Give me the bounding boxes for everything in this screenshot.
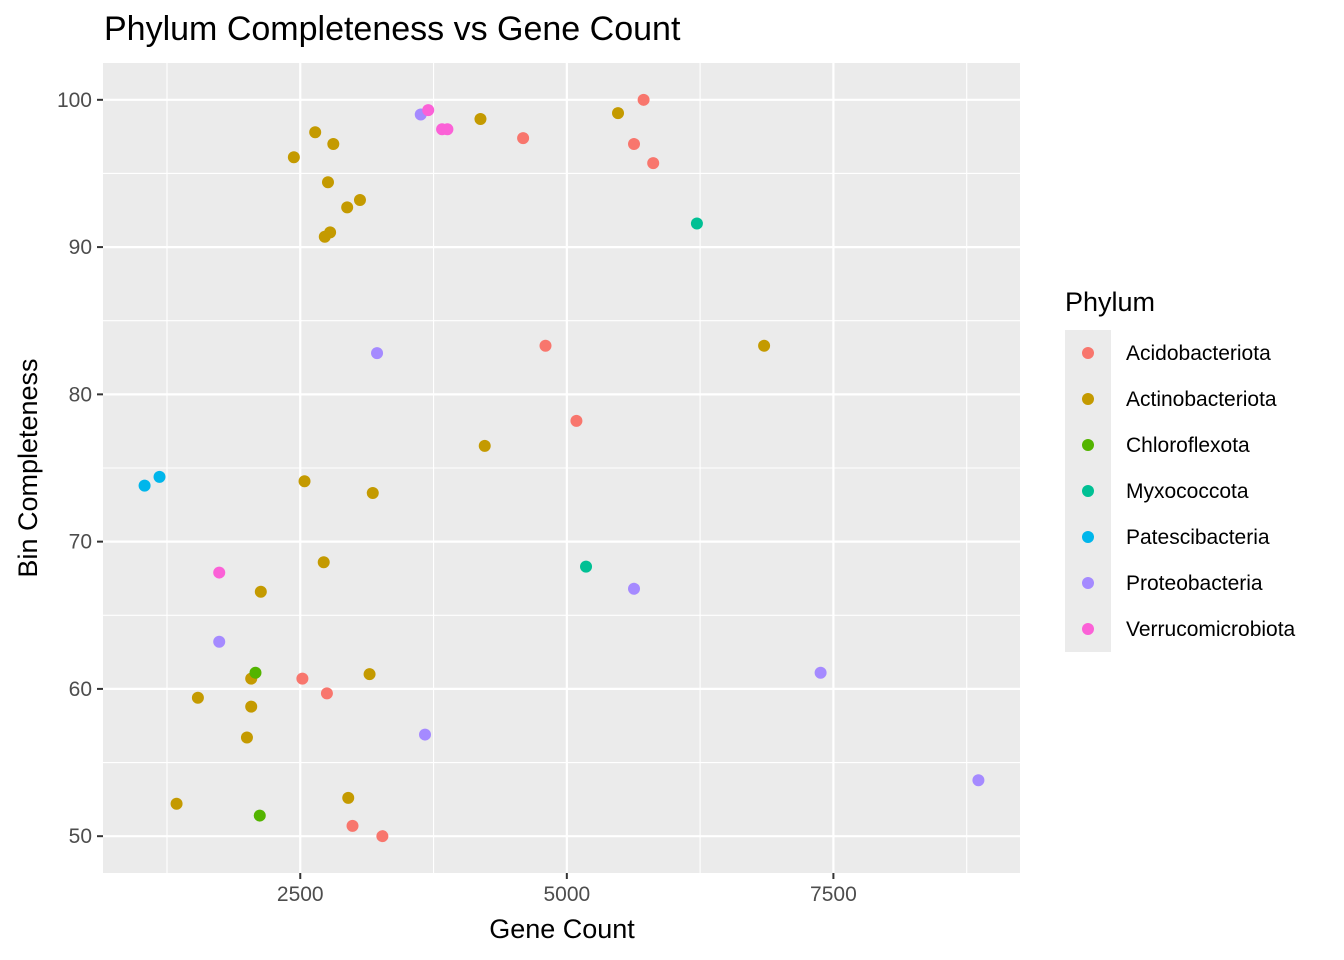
legend-key xyxy=(1082,393,1094,405)
legend-label: Verrucomicrobiota xyxy=(1126,618,1296,641)
legend-key xyxy=(1082,439,1094,451)
data-point xyxy=(570,414,583,427)
x-axis-title: Gene Count xyxy=(489,914,635,944)
y-tick-label: 90 xyxy=(69,236,92,259)
legend-title: Phylum xyxy=(1065,287,1155,317)
data-point xyxy=(342,791,355,804)
data-point xyxy=(474,112,487,125)
data-point xyxy=(366,487,379,500)
x-axis-ticks: 2500 5000 7500 xyxy=(277,873,857,906)
legend-key xyxy=(1082,623,1094,635)
y-tick-label: 70 xyxy=(69,531,92,554)
legend-label: Acidobacteriota xyxy=(1126,342,1271,365)
legend-label: Chloroflexota xyxy=(1126,434,1250,457)
y-tick-label: 60 xyxy=(69,678,92,701)
data-point xyxy=(321,176,334,189)
data-point xyxy=(517,132,530,145)
legend-key xyxy=(1082,577,1094,589)
data-point xyxy=(213,566,226,579)
data-point xyxy=(758,339,771,352)
data-point xyxy=(138,479,151,492)
legend-key xyxy=(1082,531,1094,543)
minor-gridlines xyxy=(103,63,1020,873)
data-point xyxy=(580,560,593,573)
data-points xyxy=(138,93,985,843)
y-tick-label: 50 xyxy=(69,825,92,848)
data-point xyxy=(637,93,650,106)
data-point xyxy=(309,126,322,139)
data-point xyxy=(690,217,703,230)
data-point xyxy=(296,672,309,685)
data-point xyxy=(422,104,435,117)
x-tick-label: 7500 xyxy=(810,883,857,906)
data-point xyxy=(612,107,625,120)
chart-title: Phylum Completeness vs Gene Count xyxy=(104,10,681,48)
legend-label: Patescibacteria xyxy=(1126,526,1270,549)
data-point xyxy=(346,819,359,832)
legend-items: Acidobacteriota Actinobacteriota Chlorofle… xyxy=(1082,342,1296,641)
data-point xyxy=(814,666,827,679)
legend: Phylum Acidobacteriota Actinobacteriota Ch… xyxy=(1065,287,1296,652)
y-axis-title: Bin Completeness xyxy=(13,358,43,577)
data-point xyxy=(419,728,432,741)
y-tick-label: 100 xyxy=(57,89,92,112)
legend-key xyxy=(1082,347,1094,359)
data-point xyxy=(376,830,389,843)
data-point xyxy=(353,193,366,206)
data-point xyxy=(478,439,491,452)
data-point xyxy=(249,666,262,679)
data-point xyxy=(245,700,258,713)
data-point xyxy=(628,138,641,150)
data-point xyxy=(191,691,204,704)
data-point xyxy=(298,475,311,488)
data-point xyxy=(327,138,340,150)
y-axis-ticks: 50 60 70 80 90 100 xyxy=(57,89,103,848)
data-point xyxy=(341,201,354,214)
x-tick-label: 2500 xyxy=(277,883,324,906)
data-point xyxy=(170,797,183,810)
data-point xyxy=(647,157,660,170)
data-point xyxy=(317,556,330,569)
legend-label: Proteobacteria xyxy=(1126,572,1263,595)
data-point xyxy=(441,123,454,136)
data-point xyxy=(363,668,376,681)
legend-label: Actinobacteriota xyxy=(1126,388,1277,411)
data-point xyxy=(254,585,267,598)
legend-label: Myxococcota xyxy=(1126,480,1249,503)
legend-key xyxy=(1082,485,1094,497)
data-point xyxy=(240,731,253,744)
data-point xyxy=(253,809,266,822)
data-point xyxy=(972,774,985,787)
data-point xyxy=(287,151,300,164)
x-tick-label: 5000 xyxy=(543,883,590,906)
major-gridlines xyxy=(103,63,1020,873)
data-point xyxy=(320,687,333,700)
y-tick-label: 80 xyxy=(69,383,92,406)
data-point xyxy=(153,470,166,483)
data-point xyxy=(213,635,226,648)
data-point xyxy=(371,347,384,360)
data-point xyxy=(539,339,552,352)
data-point xyxy=(318,230,331,243)
data-point xyxy=(628,582,641,595)
